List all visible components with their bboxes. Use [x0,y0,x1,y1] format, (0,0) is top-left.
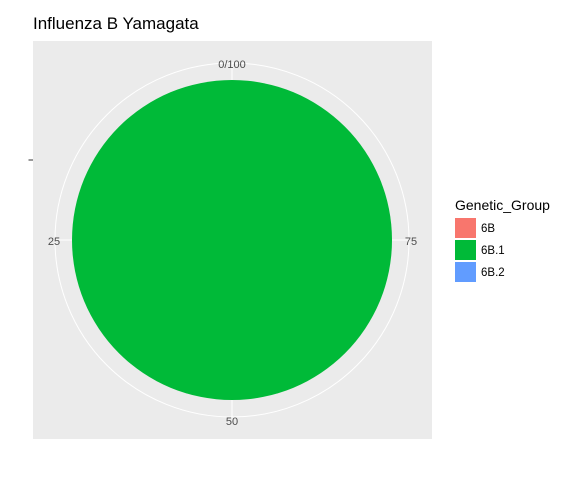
chart-title: Influenza B Yamagata [33,14,199,33]
theta-tick-75: 75 [405,236,417,248]
legend-label-6b: 6B [481,223,495,235]
legend-label-6b2: 6B.2 [481,267,505,279]
legend: Genetic_Group 6B 6B.1 6B.2 [455,197,550,282]
theta-tick-25: 25 [48,236,60,248]
legend-item-6b2: 6B.2 [455,262,505,282]
theta-tick-0: 0/100 [218,59,246,71]
theta-tick-labels: 0/100 25 50 75 [48,59,417,428]
legend-item-6b: 6B [455,218,495,238]
legend-key-6b1 [455,240,476,260]
plot-panel [28,41,432,439]
legend-key-6b [455,218,476,238]
pie-slices [72,80,392,400]
pie-slice-6b1 [72,80,392,400]
legend-key-6b2 [455,262,476,282]
theta-tick-50: 50 [226,416,238,428]
legend-label-6b1: 6B.1 [481,245,505,257]
legend-item-6b1: 6B.1 [455,240,505,260]
legend-title: Genetic_Group [455,197,550,213]
